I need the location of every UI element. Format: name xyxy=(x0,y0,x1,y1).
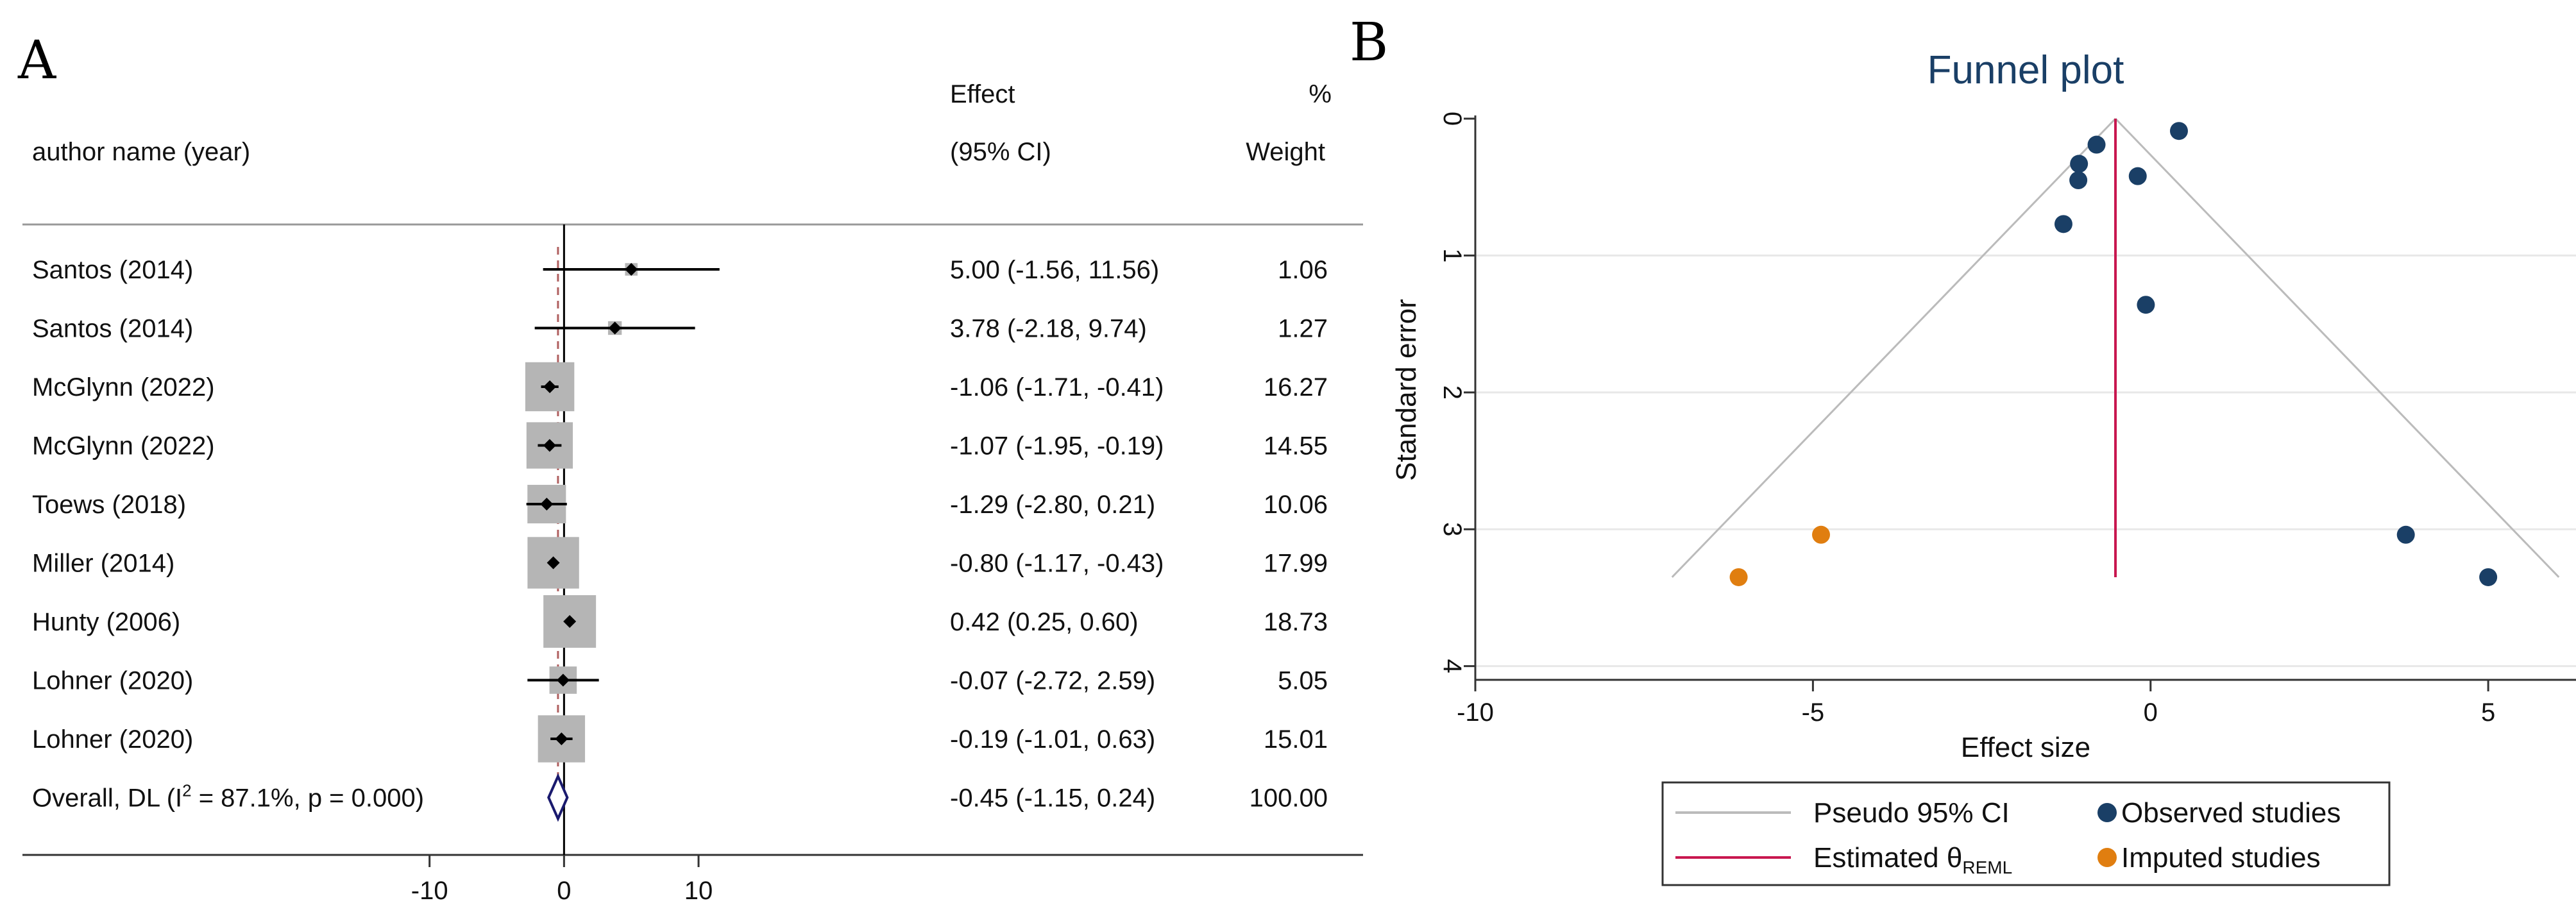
study-effect-ci: -0.80 (-1.17, -0.43) xyxy=(950,550,1164,578)
funnel-y-tick-label: 4 xyxy=(1438,659,1466,673)
overall-effect-ci: -0.45 (-1.15, 0.24) xyxy=(950,784,1155,813)
overall-label-suffix: = 87.1%, p = 0.000) xyxy=(192,784,424,813)
funnel-y-tick-label: 2 xyxy=(1438,385,1466,400)
funnel-title: Funnel plot xyxy=(1928,48,2124,92)
study-weight: 17.99 xyxy=(1264,550,1328,578)
study-effect-ci: -1.07 (-1.95, -0.19) xyxy=(950,432,1164,460)
study-label: Miller (2014) xyxy=(32,550,174,578)
overall-label: Overall, DL (I2 = 87.1%, p = 0.000) xyxy=(32,781,424,813)
forest-plot: author name (year) Effect (95% CI) % Wei… xyxy=(22,80,1363,905)
overall-diamond xyxy=(547,773,569,822)
forest-x-tick-label: 10 xyxy=(684,877,713,905)
study-label: McGlynn (2022) xyxy=(32,373,215,401)
observed-study-point xyxy=(2137,296,2155,314)
legend-ci-label: Pseudo 95% CI xyxy=(1813,797,2010,829)
study-point-estimate xyxy=(543,439,556,452)
panel-a-label: A xyxy=(17,30,57,91)
legend-imputed-label: Imputed studies xyxy=(2121,842,2321,874)
study-effect-ci: -0.19 (-1.01, 0.63) xyxy=(950,725,1155,754)
study-weight: 15.01 xyxy=(1264,725,1328,754)
funnel-y-tick-label: 1 xyxy=(1438,248,1466,262)
study-point-estimate xyxy=(555,732,568,745)
study-point-estimate xyxy=(563,615,577,628)
funnel-x-tick-label: 0 xyxy=(2144,698,2158,727)
study-effect-ci: -0.07 (-2.72, 2.59) xyxy=(950,667,1155,695)
funnel-y-tick-label: 3 xyxy=(1438,522,1466,536)
imputed-study-point xyxy=(1729,568,1748,586)
study-label: McGlynn (2022) xyxy=(32,432,215,460)
legend-imputed-marker xyxy=(2097,848,2117,867)
study-point-estimate xyxy=(540,498,554,511)
header-effect-1: Effect xyxy=(950,80,1015,108)
funnel-x-tick-label: 5 xyxy=(2481,698,2495,727)
study-weight: 10.06 xyxy=(1264,491,1328,519)
observed-study-point xyxy=(2054,215,2072,233)
header-weight-1: % xyxy=(1309,80,1332,108)
funnel-legend: Pseudo 95% CI Estimated θREML Observed s… xyxy=(1661,781,2391,886)
observed-study-point xyxy=(2169,122,2188,140)
study-label: Santos (2014) xyxy=(32,315,193,343)
study-weight: 1.06 xyxy=(1278,256,1328,284)
study-label: Lohner (2020) xyxy=(32,725,193,754)
forest-x-tick-label: -10 xyxy=(411,877,448,905)
observed-study-point xyxy=(2396,525,2415,544)
study-label: Hunty (2006) xyxy=(32,608,180,636)
study-effect-ci: 5.00 (-1.56, 11.56) xyxy=(950,256,1159,284)
study-point-estimate xyxy=(547,556,560,570)
header-effect-2: (95% CI) xyxy=(950,138,1051,166)
observed-study-point xyxy=(2128,167,2147,185)
pseudo-ci-right-line xyxy=(2114,117,2560,578)
study-weight: 14.55 xyxy=(1264,432,1328,460)
study-effect-ci: 3.78 (-2.18, 9.74) xyxy=(950,315,1147,343)
observed-study-point xyxy=(2479,568,2498,586)
funnel-plot: Funnel plot Effect size Standard error 0… xyxy=(1391,48,2576,763)
study-weight: 18.73 xyxy=(1264,608,1328,636)
overall-weight: 100.00 xyxy=(1250,784,1328,813)
observed-study-point xyxy=(2087,135,2106,154)
study-point-estimate xyxy=(556,673,570,687)
study-effect-ci: 0.42 (0.25, 0.60) xyxy=(950,608,1139,636)
legend-est-label: Estimated θREML xyxy=(1813,842,2012,877)
study-label: Santos (2014) xyxy=(32,256,193,284)
observed-study-point xyxy=(2070,155,2089,173)
panel-b-label: B xyxy=(1350,12,1388,73)
study-effect-ci: -1.06 (-1.71, -0.41) xyxy=(950,373,1164,401)
study-label: Toews (2018) xyxy=(32,491,186,519)
study-point-estimate xyxy=(625,263,638,276)
legend-observed-marker xyxy=(2097,803,2117,822)
study-effect-ci: -1.29 (-2.80, 0.21) xyxy=(950,491,1155,519)
funnel-y-tick-label: 0 xyxy=(1438,112,1466,126)
observed-study-point xyxy=(2069,171,2088,190)
legend-observed-label: Observed studies xyxy=(2121,797,2341,829)
legend-box xyxy=(1661,781,2391,886)
funnel-x-tick-label: -10 xyxy=(1457,698,1494,727)
funnel-y-label: Standard error xyxy=(1391,299,1422,481)
funnel-x-label: Effect size xyxy=(1961,732,2090,763)
header-weight-2: Weight xyxy=(1246,138,1325,166)
funnel-x-tick-label: -5 xyxy=(1802,698,1825,727)
pseudo-ci-left-line xyxy=(1671,117,2117,578)
study-weight: 1.27 xyxy=(1278,315,1328,343)
forest-x-tick-label: 0 xyxy=(557,877,571,905)
overall-label-prefix: Overall, DL (I xyxy=(32,784,182,813)
overall-label-sup: 2 xyxy=(182,781,191,800)
study-point-estimate xyxy=(543,380,557,393)
study-point-estimate xyxy=(608,321,622,335)
study-weight: 16.27 xyxy=(1264,373,1328,401)
study-label: Lohner (2020) xyxy=(32,667,193,695)
imputed-study-point xyxy=(1812,525,1831,544)
header-study: author name (year) xyxy=(32,138,250,166)
study-weight: 5.05 xyxy=(1278,667,1328,695)
